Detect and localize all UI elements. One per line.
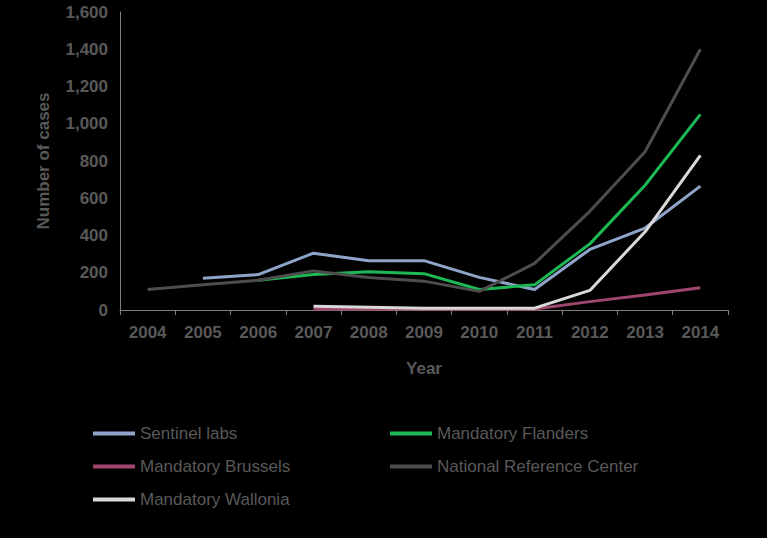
svg-text:2005: 2005 <box>184 323 222 342</box>
svg-text:1,600: 1,600 <box>65 3 108 22</box>
svg-text:2004: 2004 <box>129 323 167 342</box>
svg-text:1,000: 1,000 <box>65 114 108 133</box>
svg-text:2007: 2007 <box>295 323 333 342</box>
svg-text:2010: 2010 <box>460 323 498 342</box>
svg-text:2006: 2006 <box>239 323 277 342</box>
svg-text:Number of cases: Number of cases <box>34 93 53 230</box>
svg-text:Mandatory Brussels: Mandatory Brussels <box>140 457 290 476</box>
svg-text:Year: Year <box>406 359 442 378</box>
svg-text:Mandatory Flanders: Mandatory Flanders <box>437 424 588 443</box>
svg-text:800: 800 <box>80 152 108 171</box>
svg-text:200: 200 <box>80 263 108 282</box>
svg-text:Mandatory Wallonia: Mandatory Wallonia <box>140 490 290 509</box>
svg-text:2011: 2011 <box>516 323 553 342</box>
svg-text:Sentinel labs: Sentinel labs <box>140 424 237 443</box>
svg-text:2014: 2014 <box>681 323 719 342</box>
svg-text:2012: 2012 <box>571 323 609 342</box>
svg-text:600: 600 <box>80 189 108 208</box>
svg-text:1,400: 1,400 <box>65 40 108 59</box>
svg-text:National Reference Center: National Reference Center <box>437 457 639 476</box>
svg-text:2013: 2013 <box>626 323 664 342</box>
svg-text:2008: 2008 <box>350 323 388 342</box>
svg-text:1,200: 1,200 <box>65 77 108 96</box>
svg-text:400: 400 <box>80 226 108 245</box>
svg-text:0: 0 <box>99 301 108 320</box>
svg-text:2009: 2009 <box>405 323 443 342</box>
